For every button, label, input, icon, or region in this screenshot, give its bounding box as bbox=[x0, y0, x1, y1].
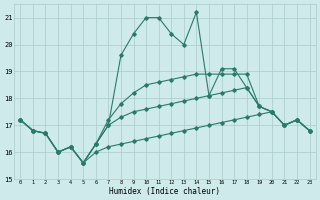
X-axis label: Humidex (Indice chaleur): Humidex (Indice chaleur) bbox=[109, 187, 220, 196]
